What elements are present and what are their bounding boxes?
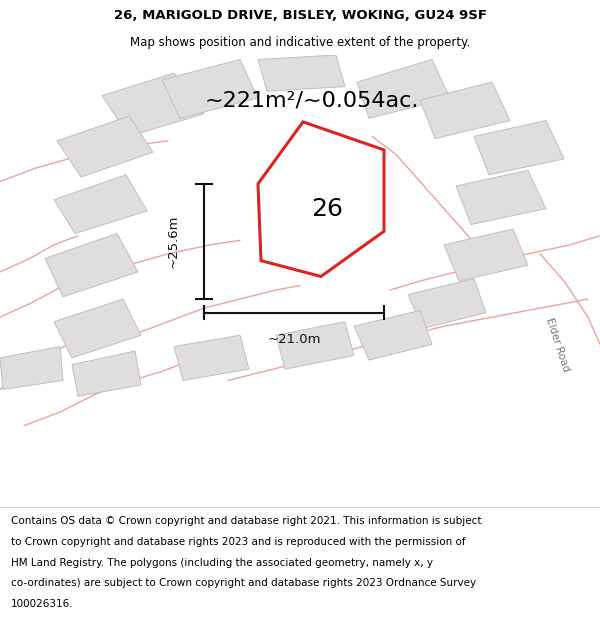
Text: Contains OS data © Crown copyright and database right 2021. This information is : Contains OS data © Crown copyright and d… bbox=[11, 516, 481, 526]
Polygon shape bbox=[0, 346, 63, 389]
Polygon shape bbox=[258, 122, 384, 276]
Polygon shape bbox=[162, 59, 258, 118]
Text: ~221m²/~0.054ac.: ~221m²/~0.054ac. bbox=[205, 90, 419, 110]
Polygon shape bbox=[456, 170, 546, 224]
Polygon shape bbox=[420, 82, 510, 139]
Text: 26, MARIGOLD DRIVE, BISLEY, WOKING, GU24 9SF: 26, MARIGOLD DRIVE, BISLEY, WOKING, GU24… bbox=[113, 9, 487, 22]
Text: 100026316.: 100026316. bbox=[11, 599, 73, 609]
Polygon shape bbox=[354, 311, 432, 360]
Polygon shape bbox=[54, 299, 141, 358]
Polygon shape bbox=[258, 55, 345, 91]
Text: Elder Road: Elder Road bbox=[545, 316, 571, 372]
Polygon shape bbox=[408, 279, 486, 329]
Text: ~21.0m: ~21.0m bbox=[267, 333, 321, 346]
Text: Map shows position and indicative extent of the property.: Map shows position and indicative extent… bbox=[130, 36, 470, 49]
Polygon shape bbox=[54, 175, 147, 234]
Polygon shape bbox=[102, 73, 204, 136]
Polygon shape bbox=[72, 351, 141, 396]
Polygon shape bbox=[444, 229, 528, 281]
Text: to Crown copyright and database rights 2023 and is reproduced with the permissio: to Crown copyright and database rights 2… bbox=[11, 537, 466, 547]
Polygon shape bbox=[474, 121, 564, 175]
Polygon shape bbox=[57, 116, 153, 177]
Text: co-ordinates) are subject to Crown copyright and database rights 2023 Ordnance S: co-ordinates) are subject to Crown copyr… bbox=[11, 578, 476, 588]
Polygon shape bbox=[174, 335, 249, 381]
Polygon shape bbox=[45, 234, 138, 297]
Text: HM Land Registry. The polygons (including the associated geometry, namely x, y: HM Land Registry. The polygons (includin… bbox=[11, 558, 433, 568]
Text: ~25.6m: ~25.6m bbox=[166, 215, 179, 268]
Text: 26: 26 bbox=[311, 197, 343, 221]
Polygon shape bbox=[276, 322, 354, 369]
Polygon shape bbox=[357, 59, 450, 118]
